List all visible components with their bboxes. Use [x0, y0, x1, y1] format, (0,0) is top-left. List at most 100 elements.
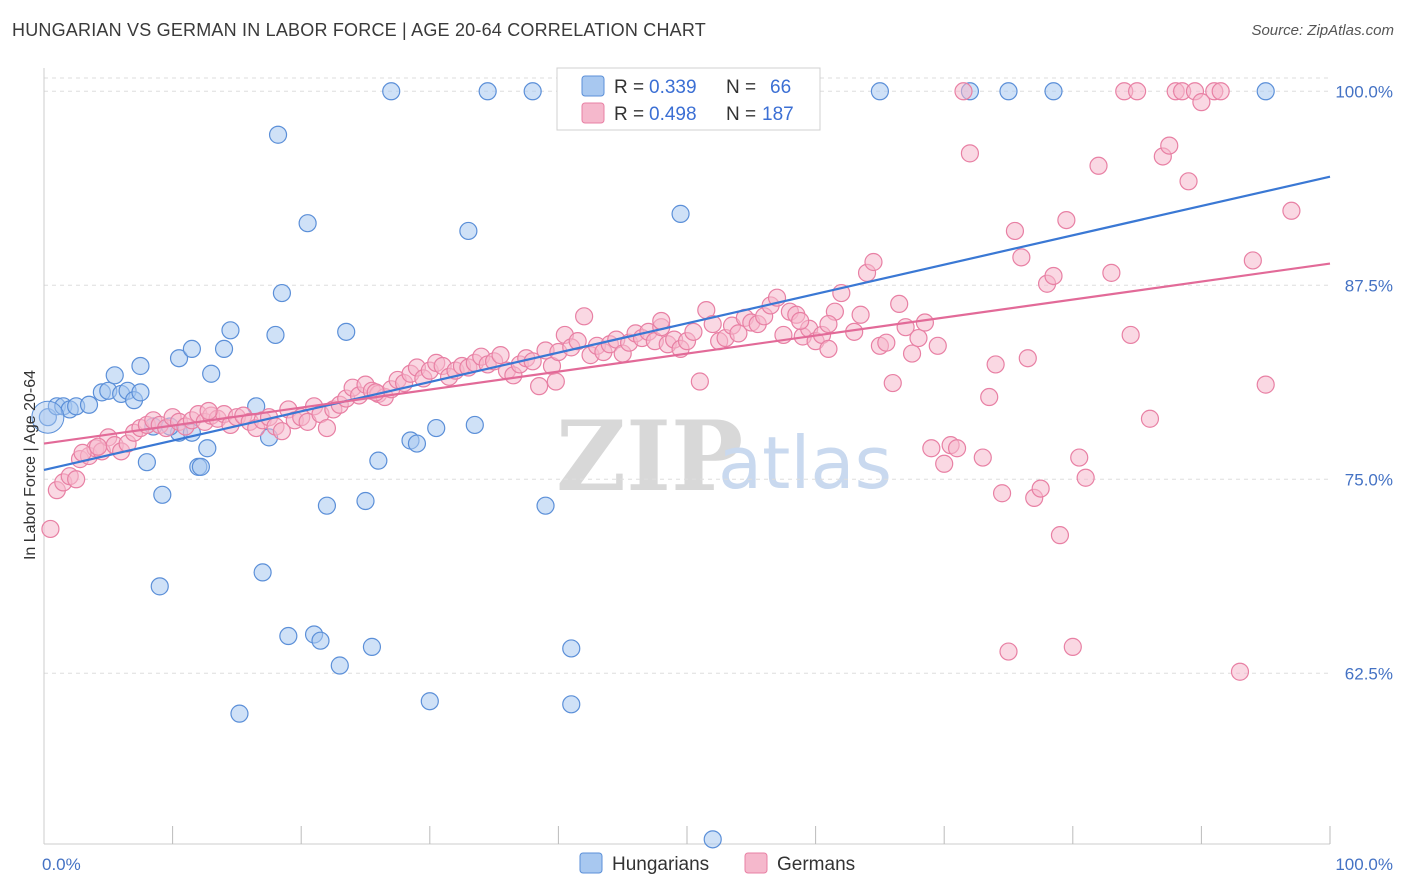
- hungarian-point: [131, 383, 150, 402]
- bottom-legend-swatch-hungarians: [579, 852, 603, 874]
- german-point: [819, 339, 838, 359]
- legend-n-label: N =: [726, 104, 756, 125]
- german-point: [1160, 136, 1179, 155]
- german-point: [568, 332, 587, 351]
- german-point: [1044, 266, 1063, 286]
- german-point: [1192, 93, 1211, 112]
- legend: R = 0.339 N = 66 R = 0.498 N = 187: [556, 67, 821, 131]
- trend-line-germans: [43, 262, 1331, 445]
- german-point: [491, 346, 510, 365]
- trend-line-hungarians: [43, 175, 1331, 472]
- hungarian-point: [266, 325, 285, 345]
- hungarian-point: [279, 626, 298, 646]
- german-point: [272, 422, 292, 441]
- german-point: [88, 437, 108, 456]
- hungarian-point: [137, 453, 156, 472]
- x-tick-label-max: 100.0%: [1335, 855, 1393, 874]
- german-point: [877, 333, 896, 352]
- german-point: [575, 307, 594, 326]
- german-point: [883, 373, 902, 393]
- hungarian-point: [150, 577, 169, 596]
- axes: [43, 68, 1331, 845]
- legend-swatch-germans: [581, 102, 605, 124]
- hungarian-point: [465, 415, 484, 435]
- hungarian-point: [870, 82, 890, 101]
- watermark-atlas: atlas: [718, 421, 892, 505]
- y-tick-label: 87.5%: [1345, 276, 1393, 295]
- german-point: [1063, 637, 1082, 656]
- hungarian-point: [79, 395, 99, 414]
- german-point: [1012, 248, 1031, 267]
- legend-n-label: N =: [726, 77, 756, 98]
- hungarian-point: [317, 496, 337, 515]
- chart-source: Source: ZipAtlas.com: [1251, 22, 1394, 39]
- hungarian-point: [356, 491, 375, 511]
- bottom-legend-germans: Germans: [777, 854, 855, 875]
- hungarian-point: [562, 639, 581, 658]
- hungarian-point: [131, 356, 150, 376]
- german-point: [1050, 526, 1070, 545]
- hungarian-point: [1256, 82, 1275, 101]
- german-point: [199, 401, 218, 421]
- hungarian-point: [337, 322, 356, 341]
- series-germans: [41, 82, 1301, 681]
- german-point: [684, 322, 703, 341]
- german-point: [1230, 662, 1250, 681]
- german-point: [67, 470, 86, 489]
- hungarian-point: [298, 214, 317, 233]
- hungarian-point: [523, 82, 542, 101]
- y-tick-label: 100.0%: [1335, 82, 1393, 101]
- hungarian-point: [272, 283, 292, 303]
- german-point: [546, 372, 565, 391]
- german-point: [1127, 82, 1147, 101]
- german-point: [864, 252, 883, 272]
- german-point: [41, 519, 60, 539]
- german-point: [1140, 409, 1160, 428]
- y-tick-label: 75.0%: [1345, 470, 1393, 489]
- hungarian-point: [562, 695, 581, 714]
- legend-r-label: R =: [614, 104, 644, 125]
- legend-r-value-germans: 0.498: [649, 104, 697, 125]
- hungarian-point: [999, 82, 1018, 101]
- german-point: [1070, 448, 1089, 467]
- german-point: [791, 311, 810, 331]
- hungarian-point: [369, 451, 388, 470]
- hungarian-point: [214, 339, 234, 359]
- hungarian-point: [153, 485, 172, 504]
- hungarian-point: [221, 321, 240, 340]
- german-point: [992, 484, 1012, 503]
- bottom-legend-swatch-germans: [744, 852, 768, 874]
- german-point: [947, 439, 967, 458]
- hungarian-point: [230, 704, 249, 723]
- german-point: [999, 642, 1018, 661]
- german-point: [819, 314, 838, 334]
- legend-swatch-hungarians: [581, 75, 605, 97]
- german-point: [890, 294, 909, 314]
- watermark-zip: ZIP: [556, 400, 743, 513]
- hungarian-point: [478, 82, 497, 101]
- hungarian-point: [427, 418, 446, 438]
- german-point: [851, 305, 870, 324]
- bottom-legend-hungarians: Hungarians: [612, 854, 709, 875]
- german-point: [1121, 325, 1140, 345]
- legend-r-value-hungarians: 0.339: [649, 77, 697, 98]
- german-point: [1031, 479, 1050, 498]
- hungarian-point: [671, 204, 690, 223]
- german-point: [954, 82, 973, 101]
- german-point: [980, 387, 999, 407]
- hungarian-point: [407, 434, 427, 453]
- x-tick-labels: 0.0% 100.0%: [42, 855, 1393, 874]
- hungarian-point: [703, 830, 722, 849]
- german-point: [1057, 210, 1076, 230]
- german-point: [703, 314, 722, 334]
- legend-n-value-hungarians: 66: [770, 77, 791, 98]
- german-point: [1211, 82, 1230, 101]
- hungarian-point: [198, 439, 217, 458]
- trend-lines: [43, 175, 1331, 472]
- hungarian-point: [382, 82, 401, 101]
- german-point: [1089, 156, 1108, 175]
- german-point: [973, 448, 992, 467]
- german-point: [902, 344, 922, 363]
- hungarian-point: [202, 364, 221, 383]
